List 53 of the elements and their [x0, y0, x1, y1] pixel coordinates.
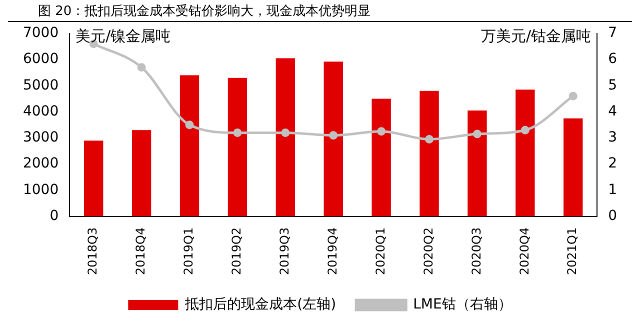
point [425, 135, 434, 144]
y-tick-label: 0 [50, 208, 59, 224]
y-tick-label: 1000 [22, 182, 59, 198]
point [185, 120, 194, 130]
x-tick-label: 2019Q2 [230, 227, 244, 276]
bar [372, 98, 391, 216]
point [329, 131, 338, 140]
chart-title: 图 20：抵扣后现金成本受钴价影响大，现金成本优势明显 [8, 0, 632, 22]
bar [276, 58, 295, 216]
x-tick-label: 2020Q4 [517, 227, 532, 276]
bar [516, 90, 535, 216]
y-axis-title: 美元/镍金属吨 [76, 26, 171, 45]
bar [324, 62, 343, 216]
x-tick-label: 2019Q4 [325, 227, 340, 276]
point [520, 126, 530, 134]
y2-tick-label: 3 [608, 130, 618, 146]
y-tick-label: 2000 [22, 156, 59, 172]
x-tick-label: 2021Q1 [565, 227, 580, 276]
point [233, 128, 242, 137]
x-tick-label: 2019Q3 [278, 227, 292, 276]
legend-label: LME钴（右轴） [413, 296, 512, 313]
point [472, 130, 482, 138]
point [377, 127, 386, 136]
y2-tick-label: 7 [608, 25, 618, 42]
y2-tick-label: 4 [608, 103, 618, 120]
y-tick-label: 7000 [22, 25, 59, 42]
point [281, 128, 290, 137]
point [137, 63, 146, 72]
y-tick-label: 4000 [22, 103, 59, 120]
legend-label: 抵扣后的现金成本(左轴) [184, 296, 336, 313]
x-tick-label: 2018Q3 [86, 227, 100, 276]
point [568, 92, 578, 100]
x-tick-label: 2019Q1 [182, 227, 196, 276]
y2-tick-label: 0 [608, 208, 618, 224]
y-tick-label: 6000 [22, 51, 59, 68]
bar [228, 78, 248, 216]
bar [420, 90, 439, 216]
bar [180, 75, 200, 216]
bar [132, 130, 152, 216]
bar [564, 118, 583, 216]
x-tick-label: 2020Q2 [421, 227, 436, 276]
y-tick-label: 3000 [22, 130, 59, 146]
x-tick-label: 2018Q4 [134, 227, 148, 276]
y2-tick-label: 5 [608, 77, 618, 94]
x-tick-label: 2020Q3 [469, 227, 484, 276]
y2-tick-label: 6 [608, 51, 618, 68]
x-tick-label: 2020Q1 [373, 227, 388, 276]
bar [84, 140, 104, 216]
y-tick-label: 5000 [22, 77, 59, 94]
bar [468, 110, 487, 216]
y2-axis-title: 万美元/钴金属吨 [481, 26, 592, 45]
y2-tick-label: 1 [608, 182, 618, 198]
y2-tick-label: 2 [608, 156, 618, 172]
